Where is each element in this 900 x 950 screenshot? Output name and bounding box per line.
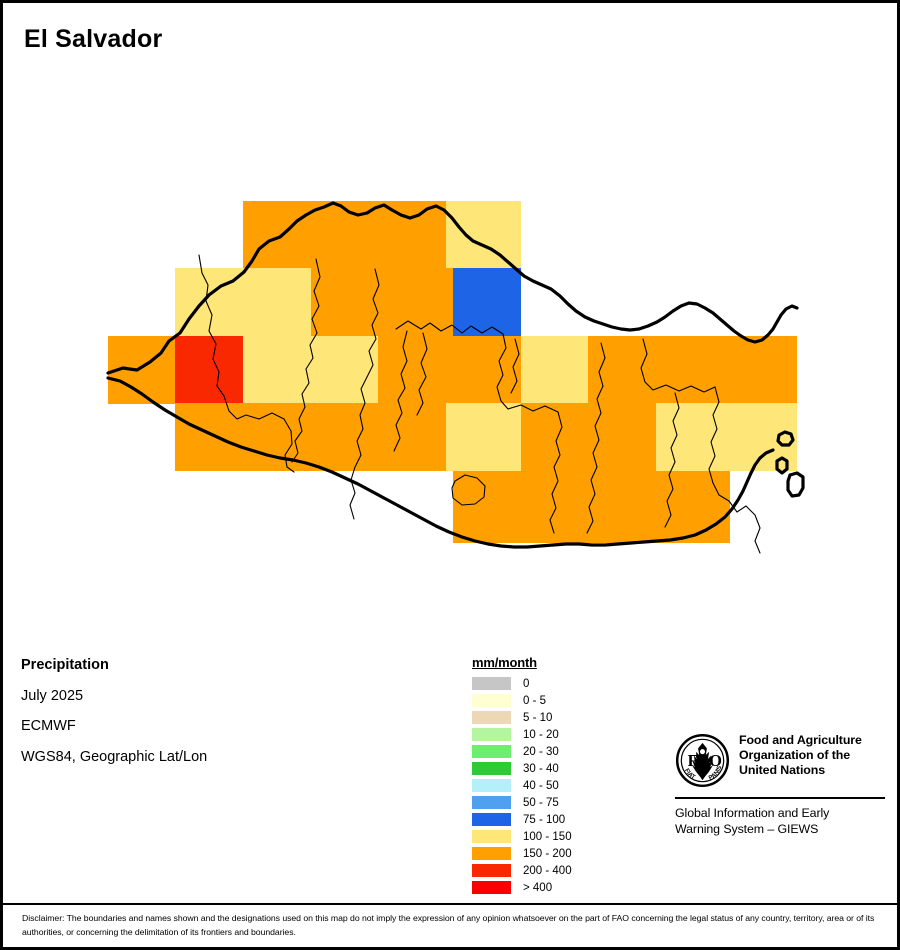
svg-text:O: O [709, 751, 722, 770]
legend-swatch [472, 745, 511, 758]
raster-cell [378, 336, 446, 404]
giews-name: Global Information and Early Warning Sys… [675, 806, 885, 837]
raster-cell [723, 336, 797, 404]
fao-name-line1: Food and Agriculture [739, 733, 862, 747]
raster-cell [446, 403, 521, 471]
raster-cell [453, 268, 521, 336]
raster-cell [378, 268, 446, 336]
disclaimer-divider [3, 903, 897, 905]
giews-line2: Warning System – GIEWS [675, 821, 819, 836]
raster-cell [378, 201, 446, 269]
legend-row: 50 - 75 [472, 794, 572, 811]
fao-branding-block: F O FIAT PANIS Food and Agriculture Orga… [675, 733, 885, 837]
raster-cell [453, 471, 521, 543]
raster-cell [521, 403, 588, 471]
legend-label: 100 - 150 [523, 830, 572, 843]
legend-row: 100 - 150 [472, 828, 572, 845]
fao-organization-name: Food and Agriculture Organization of the… [739, 733, 862, 778]
national-boundary [106, 201, 805, 549]
legend-label: 50 - 75 [523, 796, 559, 809]
info-period: July 2025 [21, 687, 84, 704]
raster-cell [175, 403, 243, 471]
legend-label: 0 [523, 677, 530, 690]
map-info-block: Precipitation July 2025 ECMWF WGS84, Geo… [21, 658, 207, 764]
legend-swatch [472, 813, 511, 826]
raster-cell [588, 336, 656, 404]
raster-cell [656, 336, 723, 404]
legend-title: mm/month [472, 655, 537, 670]
raster-cell [243, 336, 311, 404]
info-projection: WGS84, Geographic Lat/Lon [21, 748, 208, 765]
legend-label: 5 - 10 [523, 711, 553, 724]
legend-swatch [472, 881, 511, 894]
svg-text:F: F [688, 751, 698, 770]
legend-row: 150 - 200 [472, 845, 572, 862]
raster-cell [243, 403, 311, 471]
legend-row: 200 - 400 [472, 862, 572, 879]
raster-cell [446, 336, 521, 404]
raster-cell [521, 471, 588, 543]
legend-swatch [472, 779, 511, 792]
legend-row: 5 - 10 [472, 709, 572, 726]
legend-label: 150 - 200 [523, 847, 572, 860]
raster-cell [656, 403, 723, 471]
raster-cell [243, 268, 311, 336]
legend-label: 20 - 30 [523, 745, 559, 758]
legend-rows: 0 0 - 5 5 - 10 10 - 20 20 - 30 30 - 40 40 - 50… [472, 675, 572, 896]
legend-swatch [472, 728, 511, 741]
raster-cell [311, 336, 378, 404]
raster-cell [521, 336, 588, 404]
raster-cell [311, 403, 378, 471]
fao-logo-icon: F O FIAT PANIS [675, 733, 730, 788]
legend-row: 40 - 50 [472, 777, 572, 794]
legend-label: > 400 [523, 881, 553, 894]
legend-row: 0 [472, 675, 572, 692]
legend-swatch [472, 762, 511, 775]
raster-cell [656, 471, 730, 543]
fao-name-line3: United Nations [739, 763, 826, 778]
info-heading: Precipitation [21, 657, 109, 673]
department-boundaries [198, 254, 761, 554]
legend-row: 75 - 100 [472, 811, 572, 828]
map-canvas[interactable] [3, 63, 897, 623]
legend-label: 75 - 100 [523, 813, 566, 826]
legend-label: 30 - 40 [523, 762, 559, 775]
legend-swatch [472, 711, 511, 724]
raster-cell [588, 471, 656, 543]
legend-swatch [472, 847, 511, 860]
legend-row: 10 - 20 [472, 726, 572, 743]
fao-name-line2: Organization of the [739, 748, 850, 763]
legend-swatch [472, 677, 511, 690]
raster-cell [378, 403, 446, 471]
legend-swatch [472, 796, 511, 809]
raster-cell [446, 268, 453, 336]
disclaimer-text: Disclaimer: The boundaries and names sho… [22, 913, 875, 938]
legend-label: 0 - 5 [523, 694, 547, 707]
legend-row: 20 - 30 [472, 743, 572, 760]
legend-label: 40 - 50 [523, 779, 559, 792]
page-title: El Salvador [24, 25, 163, 53]
giews-line1: Global Information and Early [675, 806, 830, 820]
legend-label: 10 - 20 [523, 728, 559, 741]
legend-label: 200 - 400 [523, 864, 572, 877]
legend-row: 30 - 40 [472, 760, 572, 777]
raster-cell [311, 268, 378, 336]
legend-row: 0 - 5 [472, 692, 572, 709]
raster-cell [175, 336, 243, 404]
legend-swatch [472, 830, 511, 843]
legend: mm/month 0 0 - 5 5 - 10 10 - 20 20 - 30 30 - … [472, 655, 572, 896]
fao-divider [675, 797, 885, 799]
legend-row: > 400 [472, 879, 572, 896]
info-source: ECMWF [21, 718, 76, 734]
raster-cell [588, 403, 656, 471]
legend-swatch [472, 694, 511, 707]
raster-cell [446, 201, 521, 269]
map-graphic[interactable] [3, 63, 897, 623]
legend-swatch [472, 864, 511, 877]
precipitation-raster [108, 201, 797, 543]
